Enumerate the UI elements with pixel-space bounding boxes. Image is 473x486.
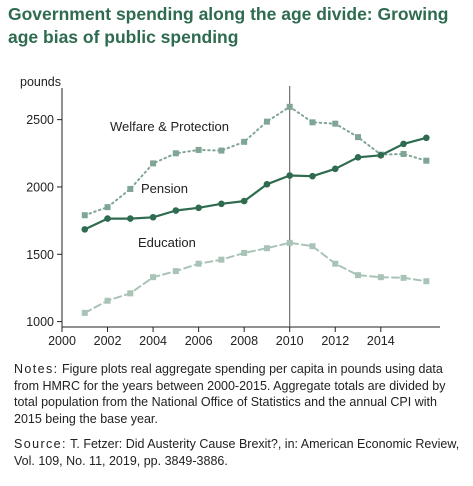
data-point-pension xyxy=(172,207,180,214)
x-tick-label: 2000 xyxy=(48,334,76,348)
series-label-pension: Pension xyxy=(141,181,188,196)
x-tick-label: 2010 xyxy=(276,334,304,348)
data-point-education xyxy=(400,274,407,281)
x-tick-label: 2012 xyxy=(321,334,349,348)
series-line-education xyxy=(83,241,428,314)
axes: 1000 1500 2000 2500 2000 2002 2004 2006 2008 2010… xyxy=(26,86,440,348)
data-point-welfare xyxy=(104,204,111,211)
line-chart: 1000 1500 2000 2500 2000 2002 2004 2006 2008 2010… xyxy=(20,75,440,348)
data-point-welfare xyxy=(355,134,362,141)
x-tick-label: 2008 xyxy=(230,334,258,348)
y-tick-label: 2000 xyxy=(26,180,54,194)
data-point-welfare xyxy=(241,138,248,145)
data-point-welfare xyxy=(218,147,225,154)
series-label-education: Education xyxy=(138,235,196,250)
data-point-pension xyxy=(423,134,430,142)
series-label-welfare: Welfare & Protection xyxy=(110,119,229,134)
data-point-welfare xyxy=(127,185,134,192)
data-point-pension xyxy=(263,180,271,188)
chart-title: Government spending along the age divide… xyxy=(8,4,449,47)
x-tick-label: 2004 xyxy=(139,334,167,348)
data-point-pension xyxy=(286,172,294,179)
data-point-pension xyxy=(195,204,202,212)
data-point-pension xyxy=(331,165,339,173)
data-point-welfare xyxy=(150,160,157,167)
data-point-pension xyxy=(218,200,225,208)
series-line-pension xyxy=(83,136,428,231)
data-point-pension xyxy=(104,215,111,222)
data-point-welfare xyxy=(286,103,293,110)
data-point-education xyxy=(241,249,248,256)
data-point-education xyxy=(104,297,111,304)
data-point-education xyxy=(355,272,362,279)
y-tick-label: 2500 xyxy=(26,113,54,127)
data-point-pension xyxy=(127,215,134,222)
source-text: T. Fetzer: Did Austerity Cause Brexit?, … xyxy=(14,437,460,468)
data-point-pension xyxy=(354,154,362,161)
data-point-pension xyxy=(240,197,248,205)
data-point-welfare xyxy=(309,119,316,126)
data-point-education xyxy=(377,274,384,281)
data-point-welfare xyxy=(172,150,179,157)
y-axis-label: pounds xyxy=(20,75,61,89)
notes-label: Notes: xyxy=(14,362,59,376)
notes-paragraph: Notes: Figure plots real aggregate spend… xyxy=(14,361,466,427)
data-point-welfare xyxy=(263,118,270,125)
data-point-pension xyxy=(309,172,316,180)
data-point-welfare xyxy=(423,157,430,164)
data-point-welfare xyxy=(195,146,202,153)
data-point-welfare xyxy=(332,120,339,127)
data-point-pension xyxy=(81,226,89,233)
x-tick-label: 2002 xyxy=(94,334,122,348)
data-point-education xyxy=(286,239,293,246)
notes-text: Figure plots real aggregate spending per… xyxy=(14,362,446,426)
source-label: Source: xyxy=(14,437,67,451)
data-point-pension xyxy=(149,213,157,221)
data-point-education xyxy=(263,245,270,252)
data-point-education xyxy=(81,309,88,316)
data-point-education xyxy=(309,243,316,250)
x-tick-label: 2014 xyxy=(367,334,395,348)
data-point-welfare xyxy=(81,212,88,219)
source-paragraph: Source: T. Fetzer: Did Austerity Cause B… xyxy=(14,436,466,469)
data-point-education xyxy=(218,256,225,263)
data-point-education xyxy=(423,278,430,285)
x-tick-label: 2006 xyxy=(185,334,213,348)
data-point-education xyxy=(172,268,179,275)
data-point-education xyxy=(150,274,157,281)
series-group xyxy=(81,103,430,316)
data-point-welfare xyxy=(400,150,407,157)
data-point-education xyxy=(127,290,134,297)
data-point-education xyxy=(195,260,202,267)
y-tick-label: 1000 xyxy=(26,315,54,329)
data-point-pension xyxy=(377,152,385,159)
data-point-education xyxy=(332,260,339,267)
series-line-welfare xyxy=(83,105,428,217)
data-point-pension xyxy=(400,140,407,148)
y-tick-label: 1500 xyxy=(26,248,54,262)
